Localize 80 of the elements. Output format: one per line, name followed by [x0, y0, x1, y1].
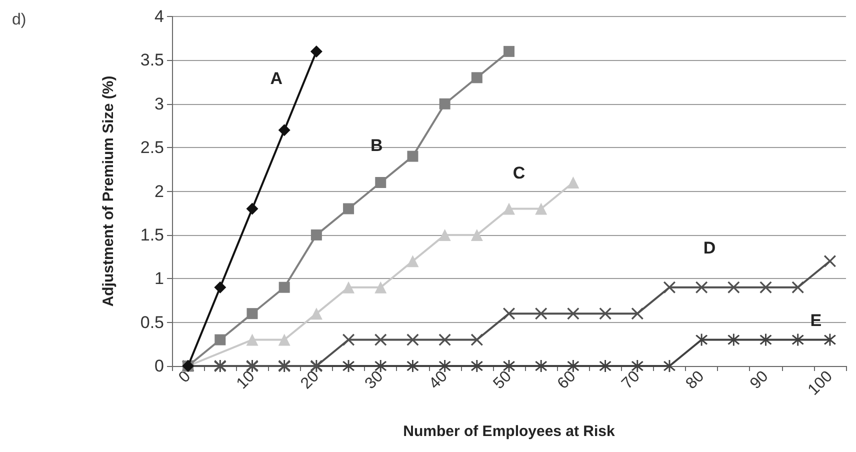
x-tick-label: 100 — [805, 368, 836, 399]
y-tick-label: 1.5 — [140, 225, 164, 244]
y-axis-title: Adjustment of Premium Size (%) — [100, 76, 117, 307]
x-tick-label: 20 — [298, 368, 323, 393]
point — [470, 228, 483, 241]
point — [470, 334, 483, 346]
point — [599, 308, 612, 320]
point — [310, 308, 322, 320]
point — [278, 124, 290, 136]
point — [439, 98, 450, 110]
point — [535, 308, 548, 320]
x-axis-title: Number of Employees at Risk — [403, 423, 616, 440]
series-label: A — [270, 69, 282, 88]
point — [792, 281, 804, 294]
point — [214, 334, 226, 346]
point — [407, 150, 418, 162]
point — [406, 255, 419, 268]
point — [343, 203, 354, 214]
point — [696, 334, 708, 346]
y-tick-label: 3 — [154, 94, 164, 114]
point — [504, 46, 514, 57]
text: d) — [12, 12, 26, 28]
point — [214, 281, 226, 294]
x-tick-label: 40 — [426, 368, 451, 393]
point — [342, 281, 355, 294]
point — [728, 334, 740, 346]
point — [471, 72, 482, 84]
point — [438, 360, 451, 372]
point — [567, 176, 580, 189]
y-tick-label: 2 — [154, 182, 164, 201]
point — [438, 334, 451, 346]
point — [728, 281, 740, 294]
point — [535, 202, 548, 215]
point — [406, 334, 419, 346]
point — [278, 334, 290, 346]
point — [470, 360, 483, 372]
point — [375, 177, 386, 188]
point — [824, 255, 836, 268]
x-tick-label: 90 — [747, 368, 772, 393]
x-tick-label: 10 — [234, 368, 258, 393]
point — [278, 282, 290, 293]
point — [438, 228, 451, 241]
point — [631, 308, 644, 320]
point — [824, 334, 836, 346]
point — [374, 360, 387, 372]
point — [792, 334, 804, 346]
point — [760, 334, 772, 346]
point — [663, 281, 676, 294]
point — [696, 281, 708, 294]
point — [535, 360, 548, 372]
y-tick-label: 0.5 — [140, 312, 164, 332]
y-tick-label: 1 — [154, 269, 164, 288]
y-tick-label: 4 — [154, 7, 164, 26]
point — [246, 202, 258, 215]
series-label: B — [370, 136, 383, 156]
point — [310, 229, 322, 240]
point — [310, 45, 322, 58]
series-label: D — [703, 238, 716, 258]
point — [503, 308, 515, 320]
point — [246, 308, 258, 320]
point — [503, 202, 515, 215]
y-tick-label: 3.5 — [140, 50, 164, 70]
point — [374, 281, 387, 294]
point — [631, 360, 644, 372]
point — [246, 334, 258, 346]
series-label: C — [512, 164, 526, 183]
point — [567, 308, 580, 320]
x-tick-label: 60 — [554, 368, 580, 393]
point — [599, 360, 612, 372]
y-tick-label: 2.5 — [140, 138, 164, 158]
x-tick-label: 70 — [618, 368, 644, 393]
point — [567, 360, 580, 372]
series-label: E — [810, 310, 822, 330]
point — [374, 334, 387, 346]
point — [406, 360, 419, 372]
point — [760, 281, 772, 294]
x-tick-label: 50 — [490, 368, 516, 393]
x-tick-label: 0 — [176, 368, 194, 386]
x-tick-label: 80 — [682, 368, 708, 393]
x-tick-label: 30 — [362, 368, 387, 393]
